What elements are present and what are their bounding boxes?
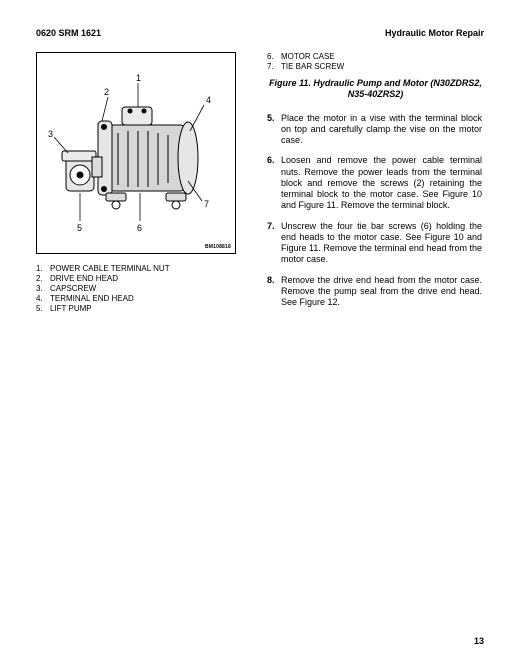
legend-number: 4. <box>36 294 50 304</box>
list-item: 6.Loosen and remove the power cable term… <box>267 155 484 211</box>
list-item: 3.CAPSCREW <box>36 284 253 294</box>
legend-text: DRIVE END HEAD <box>50 274 118 284</box>
step-number: 8. <box>267 275 281 286</box>
page: 0620 SRM 1621 Hydraulic Motor Repair <box>0 0 510 660</box>
left-legend: 1.POWER CABLE TERMINAL NUT 2.DRIVE END H… <box>36 264 253 314</box>
legend-number: 3. <box>36 284 50 294</box>
page-number: 13 <box>474 636 484 646</box>
legend-text: LIFT PUMP <box>50 304 92 314</box>
list-item: 7.TIE BAR SCREW <box>267 62 484 72</box>
caption-line2: N35-40ZRS2) <box>348 89 404 99</box>
legend-text: MOTOR CASE <box>281 52 335 62</box>
list-item: 1.POWER CABLE TERMINAL NUT <box>36 264 253 274</box>
step-text: Unscrew the four tie bar screws (6) hold… <box>281 221 482 266</box>
legend-number: 1. <box>36 264 50 274</box>
caption-line1: Figure 11. Hydraulic Pump and Motor (N30… <box>269 78 482 88</box>
legend-text: TERMINAL END HEAD <box>50 294 134 304</box>
step-number: 5. <box>267 113 281 124</box>
svg-text:7: 7 <box>204 199 209 209</box>
list-item: 2.DRIVE END HEAD <box>36 274 253 284</box>
motor-illustration: 1 2 3 4 5 6 7 <box>44 61 228 245</box>
legend-text: TIE BAR SCREW <box>281 62 344 72</box>
svg-text:2: 2 <box>104 87 109 97</box>
list-item: 5.Place the motor in a vise with the ter… <box>267 113 484 147</box>
step-text: Place the motor in a vise with the termi… <box>281 113 482 147</box>
right-column: 6.MOTOR CASE 7.TIE BAR SCREW Figure 11. … <box>267 52 484 317</box>
list-item: 6.MOTOR CASE <box>267 52 484 62</box>
list-item: 5.LIFT PUMP <box>36 304 253 314</box>
right-legend: 6.MOTOR CASE 7.TIE BAR SCREW <box>267 52 484 72</box>
content-columns: 1 2 3 4 5 6 7 BM108818 1.POWER CABLE TER… <box>36 52 484 317</box>
page-header: 0620 SRM 1621 Hydraulic Motor Repair <box>36 28 484 38</box>
step-list: 5.Place the motor in a vise with the ter… <box>267 113 484 309</box>
list-item: 7.Unscrew the four tie bar screws (6) ho… <box>267 221 484 266</box>
legend-number: 6. <box>267 52 281 62</box>
svg-text:1: 1 <box>136 73 141 83</box>
list-item: 8.Remove the drive end head from the mot… <box>267 275 484 309</box>
header-right: Hydraulic Motor Repair <box>385 28 484 38</box>
step-number: 6. <box>267 155 281 166</box>
header-left: 0620 SRM 1621 <box>36 28 101 38</box>
left-column: 1 2 3 4 5 6 7 BM108818 1.POWER CABLE TER… <box>36 52 253 317</box>
legend-text: CAPSCREW <box>50 284 96 294</box>
svg-text:6: 6 <box>137 223 142 233</box>
legend-number: 7. <box>267 62 281 72</box>
figure-caption: Figure 11. Hydraulic Pump and Motor (N30… <box>267 78 484 101</box>
legend-number: 5. <box>36 304 50 314</box>
step-text: Remove the drive end head from the motor… <box>281 275 482 309</box>
list-item: 4.TERMINAL END HEAD <box>36 294 253 304</box>
svg-text:3: 3 <box>48 129 53 139</box>
step-text: Loosen and remove the power cable termin… <box>281 155 482 211</box>
figure-box: 1 2 3 4 5 6 7 BM108818 <box>36 52 236 254</box>
figure-tag: BM108818 <box>205 244 231 250</box>
svg-text:4: 4 <box>206 95 211 105</box>
svg-text:5: 5 <box>77 223 82 233</box>
legend-text: POWER CABLE TERMINAL NUT <box>50 264 170 274</box>
step-number: 7. <box>267 221 281 232</box>
legend-number: 2. <box>36 274 50 284</box>
